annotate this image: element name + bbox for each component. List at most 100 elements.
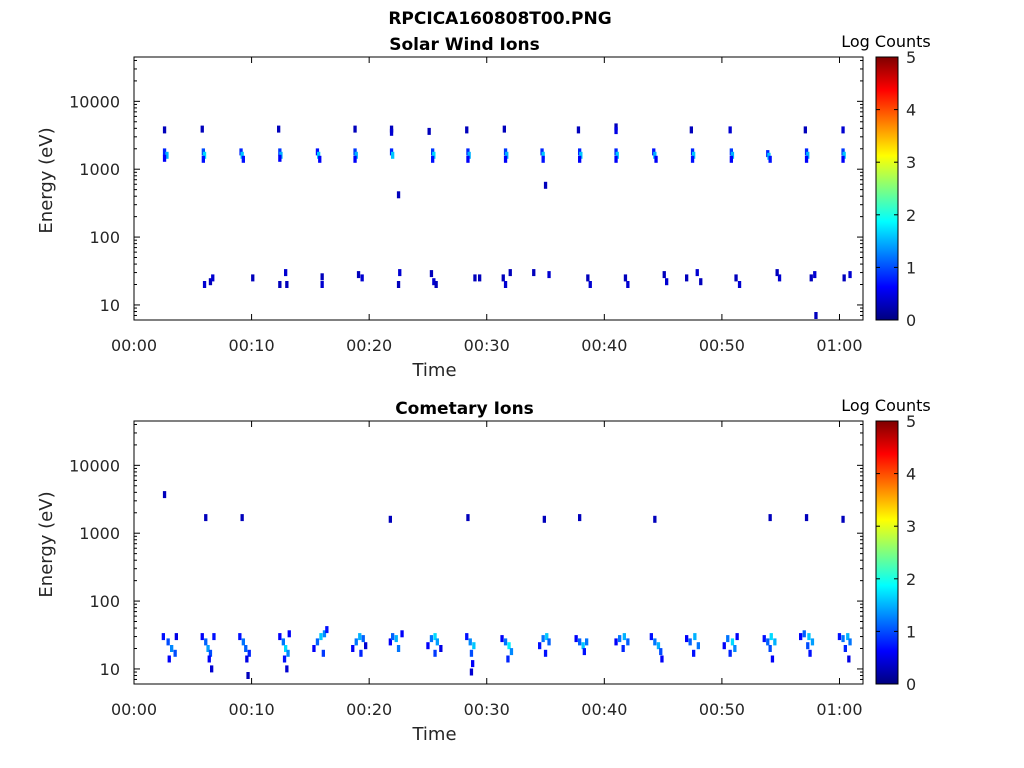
heatmap-cell <box>469 668 474 676</box>
heatmap-cell <box>200 633 204 641</box>
heatmap-cell <box>692 649 696 657</box>
heatmap-cell <box>586 274 590 282</box>
heatmap-cell <box>578 638 582 646</box>
heatmap-cell <box>578 155 582 163</box>
heatmap-cell <box>813 271 817 279</box>
heatmap-cell <box>653 515 657 523</box>
heatmap-cell <box>614 127 618 135</box>
heatmap-cell <box>432 151 436 159</box>
heatmap-cell <box>654 155 658 163</box>
heatmap-cell <box>434 281 438 288</box>
heatmap-cell <box>505 151 509 159</box>
x-axis-label: Time <box>411 724 456 745</box>
heatmap-cell <box>507 642 511 650</box>
heatmap-cell <box>660 655 664 663</box>
heatmap-cell <box>433 633 437 641</box>
heatmap-cell <box>768 155 772 163</box>
heatmap-cell <box>547 638 551 646</box>
heatmap-cell <box>623 274 628 282</box>
heatmap-cell <box>312 645 316 652</box>
heatmap-cell <box>538 642 542 650</box>
y-tick-label: 10000 <box>69 92 120 111</box>
heatmap-cell <box>353 125 357 133</box>
heatmap-cell <box>427 127 431 135</box>
heatmap-cell <box>364 642 368 650</box>
x-tick-label: 00:30 <box>464 700 510 719</box>
heatmap-cell <box>503 155 508 163</box>
heatmap-cell <box>473 274 477 282</box>
x-tick-label: 00:00 <box>111 700 157 719</box>
heatmap-cell <box>388 515 392 523</box>
heatmap-cell <box>665 278 669 286</box>
colorbar-tick-label: 0 <box>906 675 916 694</box>
colorbar-tick-label: 2 <box>906 206 916 225</box>
x-tick-label: 00:30 <box>464 336 510 355</box>
heatmap-cell <box>322 630 327 638</box>
heatmap-cell <box>837 633 842 641</box>
heatmap-cell <box>614 123 618 131</box>
heatmap-cell <box>733 645 737 652</box>
x-tick-label: 00:50 <box>699 700 745 719</box>
colorbar-tick-label: 5 <box>906 48 916 67</box>
heatmap-cell <box>359 649 363 657</box>
heatmap-cell <box>777 274 782 282</box>
heatmap-cell <box>543 181 548 189</box>
heatmap-cell <box>468 638 472 646</box>
heatmap-cell <box>688 638 692 646</box>
heatmap-cell <box>503 638 508 646</box>
heatmap-cell <box>353 155 357 163</box>
heatmap-cell <box>396 191 401 199</box>
x-axis-label: Time <box>411 360 456 381</box>
heatmap-cell <box>238 633 242 641</box>
heatmap-cell <box>208 649 213 657</box>
x-tick-label: 00:20 <box>346 700 392 719</box>
heatmap-cell <box>161 633 165 641</box>
x-tick-label: 00:10 <box>229 336 275 355</box>
heatmap-cell <box>354 151 358 159</box>
colorbar-tick-label: 4 <box>906 465 916 484</box>
heatmap-cell <box>653 638 657 646</box>
heatmap-cell <box>396 281 401 288</box>
heatmap-cell <box>802 630 806 638</box>
heatmap-cell <box>202 151 207 159</box>
x-tick-label: 01:00 <box>816 336 862 355</box>
colorbar-label: Log Counts <box>841 32 931 51</box>
heatmap-cell <box>211 274 215 282</box>
heatmap-cell <box>656 642 661 650</box>
heatmap-cell <box>769 633 773 641</box>
y-tick-label: 1000 <box>79 524 120 543</box>
x-tick-label: 00:40 <box>581 700 627 719</box>
x-tick-label: 00:00 <box>111 336 157 355</box>
plot-frame <box>133 56 864 321</box>
colorbar-label: Log Counts <box>841 396 931 415</box>
heatmap-cell <box>400 630 404 638</box>
y-tick-label: 1000 <box>79 160 120 179</box>
heatmap-cell <box>208 278 213 286</box>
heatmap-cell <box>775 269 779 277</box>
y-tick-label: 10 <box>100 296 120 315</box>
heatmap-cell <box>810 638 815 646</box>
y-tick-label: 10000 <box>69 456 120 475</box>
y-tick-label: 10 <box>100 660 120 679</box>
heatmap-cell <box>282 655 287 663</box>
colorbar-tick-label: 2 <box>906 570 916 589</box>
heatmap-cell <box>726 635 730 643</box>
heatmap-cell <box>508 269 512 277</box>
heatmap-cell <box>466 514 470 522</box>
colorbar-tick-label: 5 <box>906 412 916 431</box>
panel-title: Solar Wind Ions <box>389 35 540 55</box>
colorbar-gradient <box>875 56 899 321</box>
heatmap-cell <box>465 633 469 641</box>
heatmap-cell <box>166 638 170 646</box>
heatmap-cell <box>284 269 288 277</box>
heatmap-cell <box>466 155 470 163</box>
heatmap-cell <box>285 665 289 673</box>
heatmap-cell <box>319 633 323 641</box>
y-axis-label: Energy (eV) <box>36 491 57 597</box>
heatmap-cell <box>204 514 208 522</box>
heatmap-cell <box>388 638 392 646</box>
heatmap-cell <box>396 645 401 652</box>
heatmap-cell <box>429 270 434 278</box>
heatmap-cell <box>808 649 812 657</box>
heatmap-cell <box>614 155 618 163</box>
